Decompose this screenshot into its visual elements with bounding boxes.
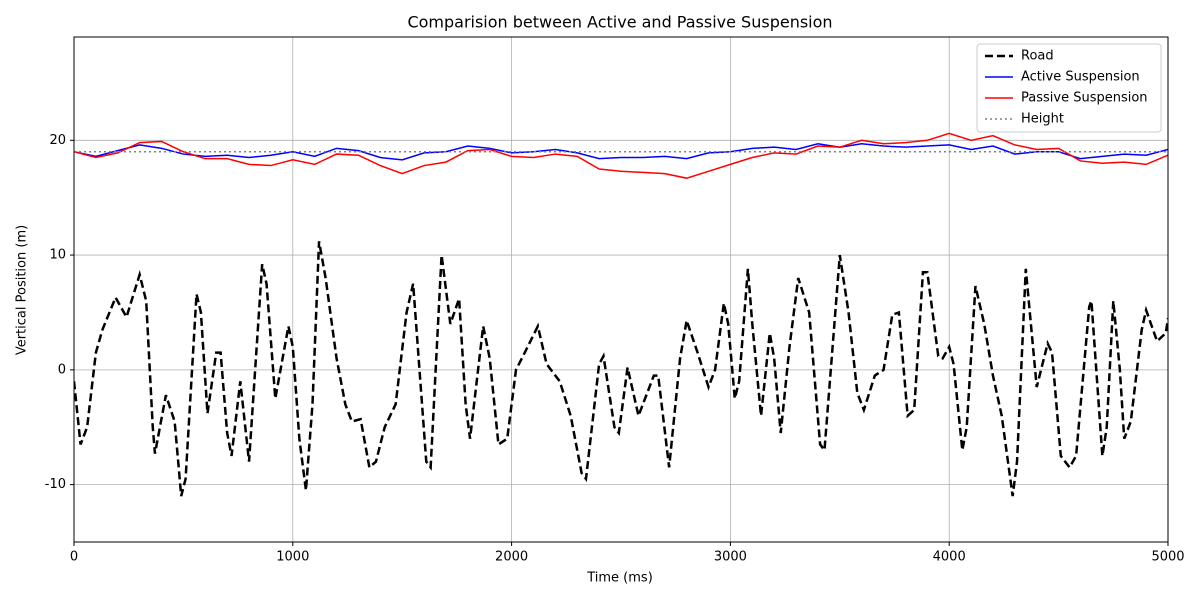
line-series: [74, 142, 1168, 161]
x-tick-label: 0: [70, 550, 78, 565]
line-series: [74, 241, 1168, 497]
legend-label: Road: [1021, 49, 1054, 64]
y-tick-label: 20: [49, 133, 66, 148]
line-series: [74, 132, 1168, 179]
x-tick-label: 1000: [276, 550, 309, 565]
legend-label: Passive Suspension: [1021, 91, 1148, 106]
x-axis-label: Time (ms): [586, 571, 653, 586]
y-tick-label: 10: [49, 248, 66, 263]
legend-label: Active Suspension: [1021, 70, 1140, 85]
legend-box: [976, 43, 1162, 133]
y-tick-label: -10: [45, 477, 66, 492]
y-tick-label: 0: [58, 362, 66, 377]
y-axis-label: Vertical Position (m): [15, 225, 30, 355]
legend-label: Height: [1021, 112, 1064, 127]
x-tick-label: 5000: [1151, 550, 1184, 565]
plot-frame: [73, 36, 1169, 543]
x-tick-label: 4000: [933, 550, 966, 565]
x-tick-label: 3000: [714, 550, 747, 565]
x-tick-label: 2000: [495, 550, 528, 565]
chart-title: Comparision between Active and Passive S…: [407, 13, 832, 32]
